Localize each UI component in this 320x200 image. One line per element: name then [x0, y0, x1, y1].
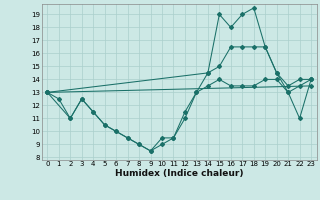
X-axis label: Humidex (Indice chaleur): Humidex (Indice chaleur) — [115, 169, 244, 178]
